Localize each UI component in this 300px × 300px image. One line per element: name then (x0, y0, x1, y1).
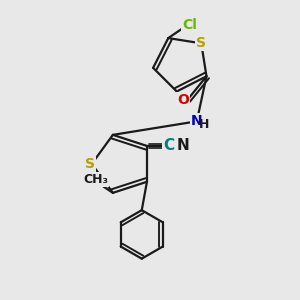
Text: N: N (191, 114, 202, 128)
Text: O: O (177, 93, 189, 107)
Text: Cl: Cl (182, 18, 197, 32)
Text: S: S (196, 36, 206, 50)
Text: N: N (177, 138, 190, 153)
Text: CH₃: CH₃ (83, 173, 108, 186)
Text: S: S (85, 157, 95, 171)
Text: C: C (163, 138, 174, 153)
Text: H: H (199, 118, 210, 131)
